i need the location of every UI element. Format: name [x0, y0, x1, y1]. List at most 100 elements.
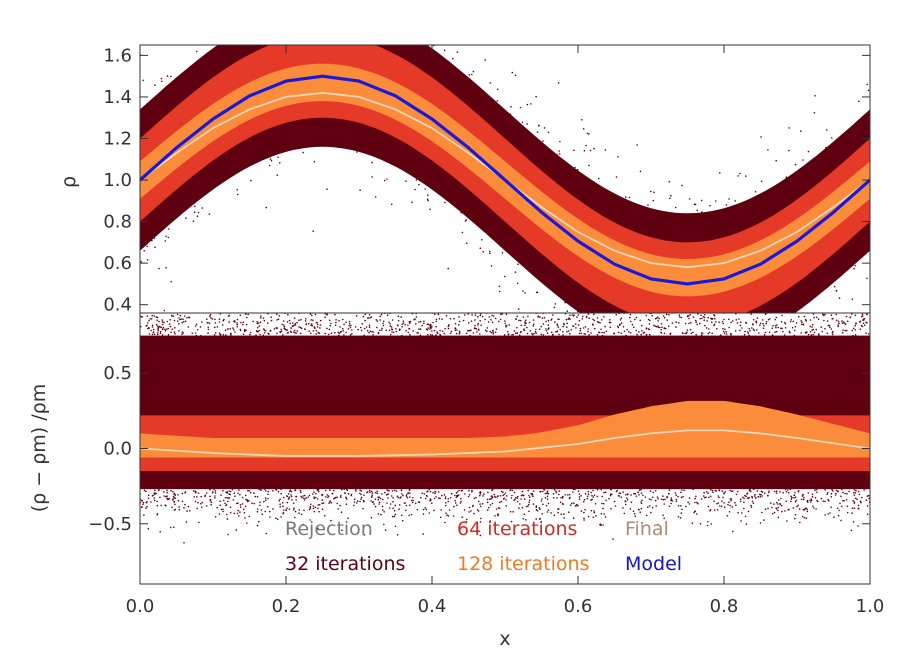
- scatter-point: [339, 496, 342, 499]
- scatter-point: [739, 328, 741, 330]
- scatter-point: [152, 328, 155, 331]
- scatter-point: [293, 516, 296, 519]
- scatter-point: [655, 325, 658, 328]
- scatter-point: [427, 199, 429, 202]
- scatter-point: [715, 200, 717, 202]
- scatter-point: [424, 497, 427, 500]
- scatter-point: [174, 333, 176, 335]
- scatter-point: [853, 311, 855, 313]
- scatter-point: [446, 514, 448, 516]
- scatter-point: [181, 333, 183, 335]
- scatter-point: [498, 320, 500, 323]
- scatter-point: [140, 261, 143, 263]
- scatter-point: [282, 35, 284, 37]
- scatter-point: [268, 510, 271, 513]
- scatter-point: [398, 508, 400, 510]
- scatter-point: [863, 489, 865, 491]
- scatter-point: [696, 317, 698, 319]
- scatter-point: [680, 491, 682, 494]
- scatter-point: [696, 513, 698, 515]
- scatter-point: [187, 326, 190, 328]
- scatter-point: [552, 497, 555, 499]
- scatter-point: [264, 510, 267, 513]
- scatter-point: [458, 320, 461, 323]
- scatter-point: [213, 334, 216, 336]
- scatter-point: [269, 516, 271, 518]
- scatter-point: [153, 499, 156, 502]
- scatter-point: [421, 22, 423, 24]
- scatter-point: [371, 308, 373, 310]
- scatter-point: [744, 494, 746, 497]
- scatter-point: [712, 491, 714, 494]
- scatter-point: [706, 524, 709, 527]
- scatter-point: [464, 314, 466, 316]
- scatter-point: [369, 317, 372, 319]
- scatter-point: [400, 6, 402, 8]
- scatter-point: [840, 505, 843, 508]
- scatter-point: [260, 489, 262, 492]
- scatter-point: [380, 20, 382, 22]
- scatter-point: [546, 498, 549, 500]
- scatter-point: [490, 495, 493, 497]
- scatter-point: [780, 320, 783, 323]
- scatter-point: [707, 520, 709, 523]
- scatter-point: [569, 314, 571, 317]
- scatter-point: [286, 321, 289, 323]
- scatter-point: [280, 492, 283, 495]
- scatter-point: [848, 490, 850, 493]
- scatter-point: [264, 35, 266, 37]
- scatter-point: [706, 320, 708, 322]
- scatter-point: [182, 309, 184, 311]
- scatter-point: [209, 499, 211, 502]
- scatter-point: [370, 306, 372, 308]
- scatter-point: [798, 315, 800, 318]
- scatter-point: [159, 496, 161, 499]
- scatter-point: [155, 316, 158, 318]
- scatter-point: [616, 325, 619, 328]
- scatter-point: [867, 333, 870, 335]
- scatter-point: [489, 520, 492, 522]
- scatter-point: [477, 500, 480, 503]
- scatter-point: [293, 324, 296, 327]
- scatter-point: [270, 159, 273, 162]
- scatter-point: [809, 501, 812, 503]
- scatter-point: [486, 330, 488, 333]
- scatter-point: [229, 506, 232, 509]
- scatter-point: [526, 326, 528, 329]
- scatter-point: [181, 331, 184, 333]
- scatter-point: [696, 209, 698, 212]
- scatter-point: [802, 323, 805, 326]
- scatter-point: [363, 31, 365, 33]
- scatter-point: [368, 326, 371, 329]
- scatter-point: [166, 320, 169, 323]
- scatter-point: [408, 322, 411, 324]
- scatter-point: [491, 314, 493, 317]
- scatter-point: [740, 512, 743, 514]
- scatter-point: [654, 499, 657, 502]
- scatter-point: [595, 515, 597, 517]
- scatter-point: [489, 311, 491, 313]
- scatter-point: [571, 502, 573, 505]
- scatter-point: [622, 491, 624, 493]
- scatter-point: [280, 34, 282, 36]
- scatter-point: [744, 330, 746, 333]
- scatter-point: [425, 508, 428, 511]
- scatter-point: [492, 315, 495, 317]
- scatter-point: [357, 30, 359, 32]
- scatter-point: [505, 505, 507, 507]
- scatter-point: [575, 327, 577, 329]
- scatter-point: [605, 499, 607, 502]
- scatter-point: [688, 198, 691, 200]
- scatter-point: [833, 516, 835, 518]
- scatter-point: [265, 39, 267, 41]
- scatter-point: [378, 501, 381, 504]
- scatter-point: [378, 40, 380, 42]
- scatter-point: [838, 509, 840, 512]
- scatter-point: [550, 512, 552, 514]
- scatter-point: [462, 319, 465, 322]
- scatter-point: [241, 17, 243, 19]
- scatter-point: [784, 322, 787, 325]
- scatter-point: [592, 496, 595, 498]
- scatter-point: [155, 310, 157, 312]
